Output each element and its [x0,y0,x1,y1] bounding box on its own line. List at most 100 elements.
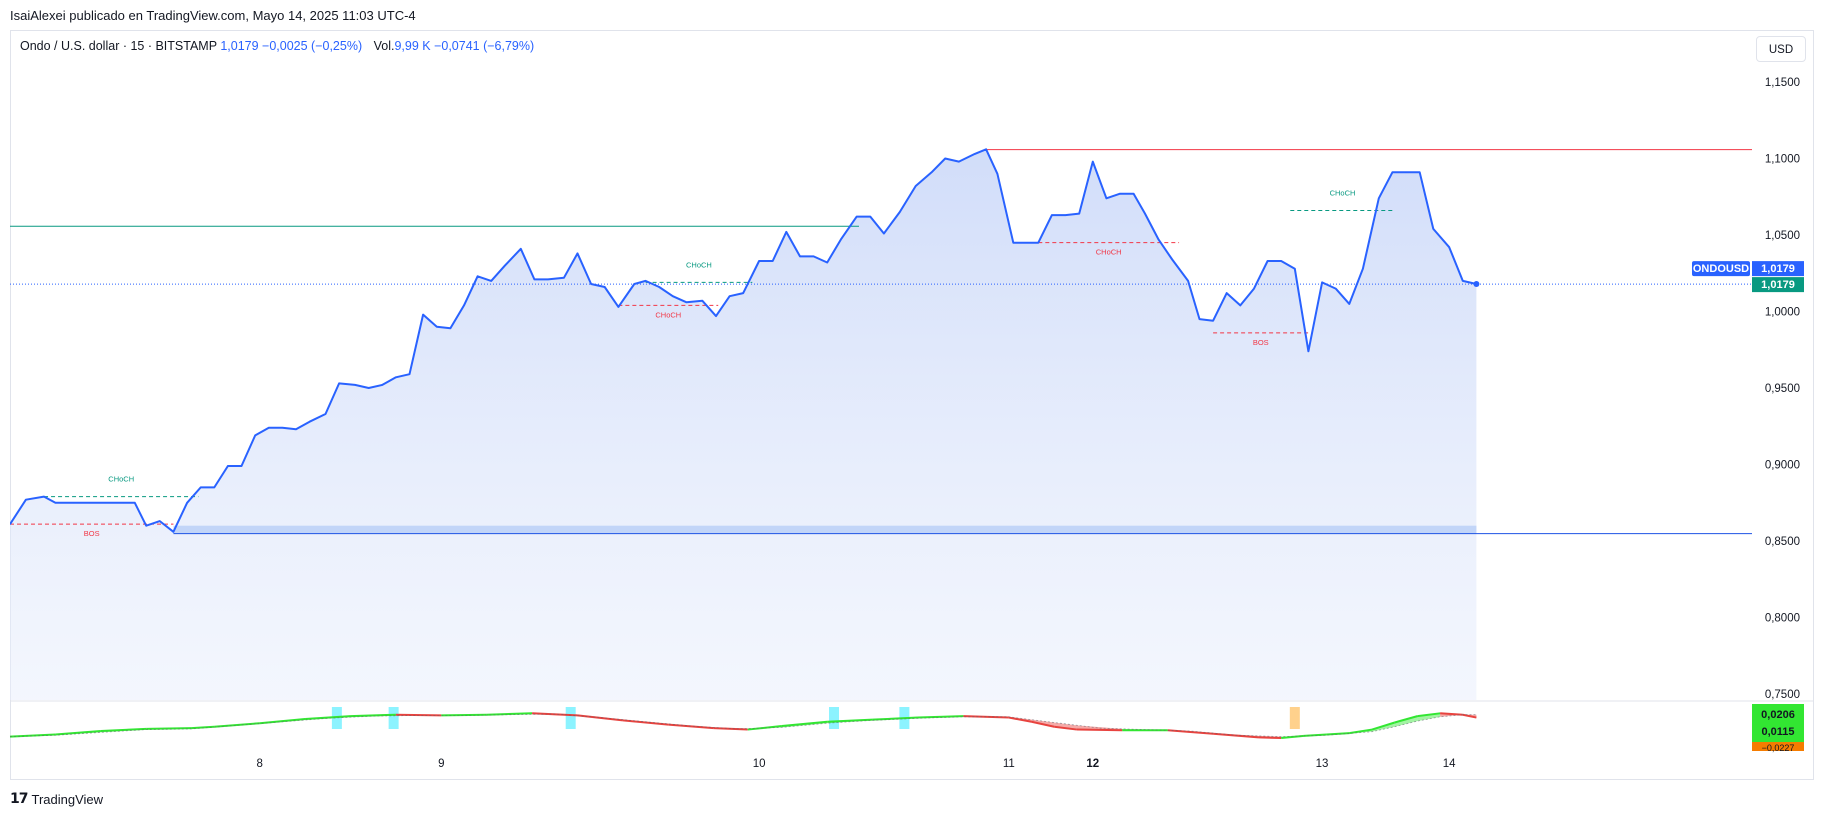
last-label-bg [1752,277,1804,293]
price-point [899,211,901,213]
oscillator-marker [331,707,342,729]
oscillator-ribbon [1394,716,1418,727]
y-tick-label: 0,9000 [1765,460,1800,472]
price-point [1105,197,1107,199]
osc-axis-label: −0,0227 [1762,743,1795,753]
osc-label-orange-bg [1752,742,1804,751]
price-point [563,277,565,279]
price-point [645,280,647,282]
oscillator-marker [1289,707,1300,729]
structure-label: BOS [84,529,100,538]
oscillator-line-segment [146,727,192,730]
oscillator-line-segment [350,713,396,718]
oscillator-line-segment [1371,721,1395,731]
price-point [985,148,987,150]
oscillator-ribbon [1054,722,1077,730]
price-point [799,255,801,257]
structure-label: CHoCH [686,260,712,269]
oscillator-line-segment [1076,728,1123,732]
price-point [240,465,243,467]
price-point [309,421,311,423]
price-point [1078,213,1080,215]
price-point [122,502,125,504]
oscillator-ribbon [1417,713,1441,722]
price-point [1037,242,1039,244]
oscillator-marker [829,707,840,729]
price-axis-label: 1,0179 [1761,263,1795,275]
price-point [1133,193,1135,195]
price-point [826,261,828,264]
oscillator-line-segment [917,715,964,719]
price-point [742,292,744,294]
price-point [1051,214,1053,216]
price-point [504,265,506,267]
price-point [1462,280,1464,282]
price-line [10,148,1477,533]
price-point [1064,214,1067,216]
price-point [268,427,270,429]
price-point [1092,161,1094,163]
oscillator-line-segment [577,714,624,722]
symbol-line[interactable]: Ondo / U.S. dollar · 15 · BITSTAMP [20,39,217,53]
price-point [1362,268,1364,270]
price-point [1171,258,1173,261]
price-point [281,427,283,429]
last-price-dot [1473,280,1480,287]
osc-axis-label: 0,0115 [1761,726,1794,738]
price-point [1253,288,1255,290]
price-point [159,520,161,522]
y-tick-label: 1,0500 [1765,230,1800,242]
oscillator-line-segment [1054,725,1078,731]
price-point [449,327,451,329]
price-point [1419,171,1421,173]
oscillator-line-segment [622,719,669,726]
price-point [1026,242,1028,244]
price-point [840,239,842,241]
x-tick-label: 9 [438,758,444,770]
price-point [576,252,579,254]
x-tick-label: 10 [753,758,766,770]
oscillator-line-segment [1326,732,1350,736]
price-point [134,502,136,504]
structure-label: CHoCH [1096,248,1122,257]
price-point [1158,239,1160,241]
structure-label: CHoCH [1330,189,1356,198]
y-tick-label: 1,1000 [1765,154,1800,166]
x-tick-label: 8 [256,758,262,770]
price-point [73,502,75,504]
oscillator-lag-line [9,713,1477,738]
currency-button[interactable]: USD [1756,36,1806,62]
y-tick-label: 0,7500 [1765,689,1800,701]
price-point [533,278,536,280]
legend-price: 1,0179 [220,39,259,53]
price-point [1119,193,1121,195]
price-point [1391,171,1393,173]
price-point [604,286,606,288]
price-point [658,286,660,288]
volume-change: −0,0741 (−6,79%) [434,39,535,53]
oscillator-line-segment [55,729,101,736]
price-point [1239,304,1241,306]
price-point [869,216,871,218]
osc-label-green-bg [1752,704,1804,742]
oscillator-line-segment [668,723,714,730]
price-point [381,384,383,386]
structure-label: BOS [1253,338,1269,347]
price-point [145,525,147,527]
oscillator-line-segment [1440,712,1463,716]
oscillator-line-segment [259,717,306,725]
price-point [1321,281,1323,283]
oscillator-line-segment [713,727,748,731]
price-point [1335,288,1337,290]
price-point [186,502,188,504]
structure-label: CHoCH [108,475,134,484]
price-point [590,283,592,285]
oscillator-line-segment [1303,733,1327,737]
legend-change: −0,0025 (−0,25%) [262,39,363,53]
price-point [368,387,370,389]
oscillator-line-segment [191,725,215,730]
price-point [1405,171,1407,173]
price-point [547,278,549,280]
